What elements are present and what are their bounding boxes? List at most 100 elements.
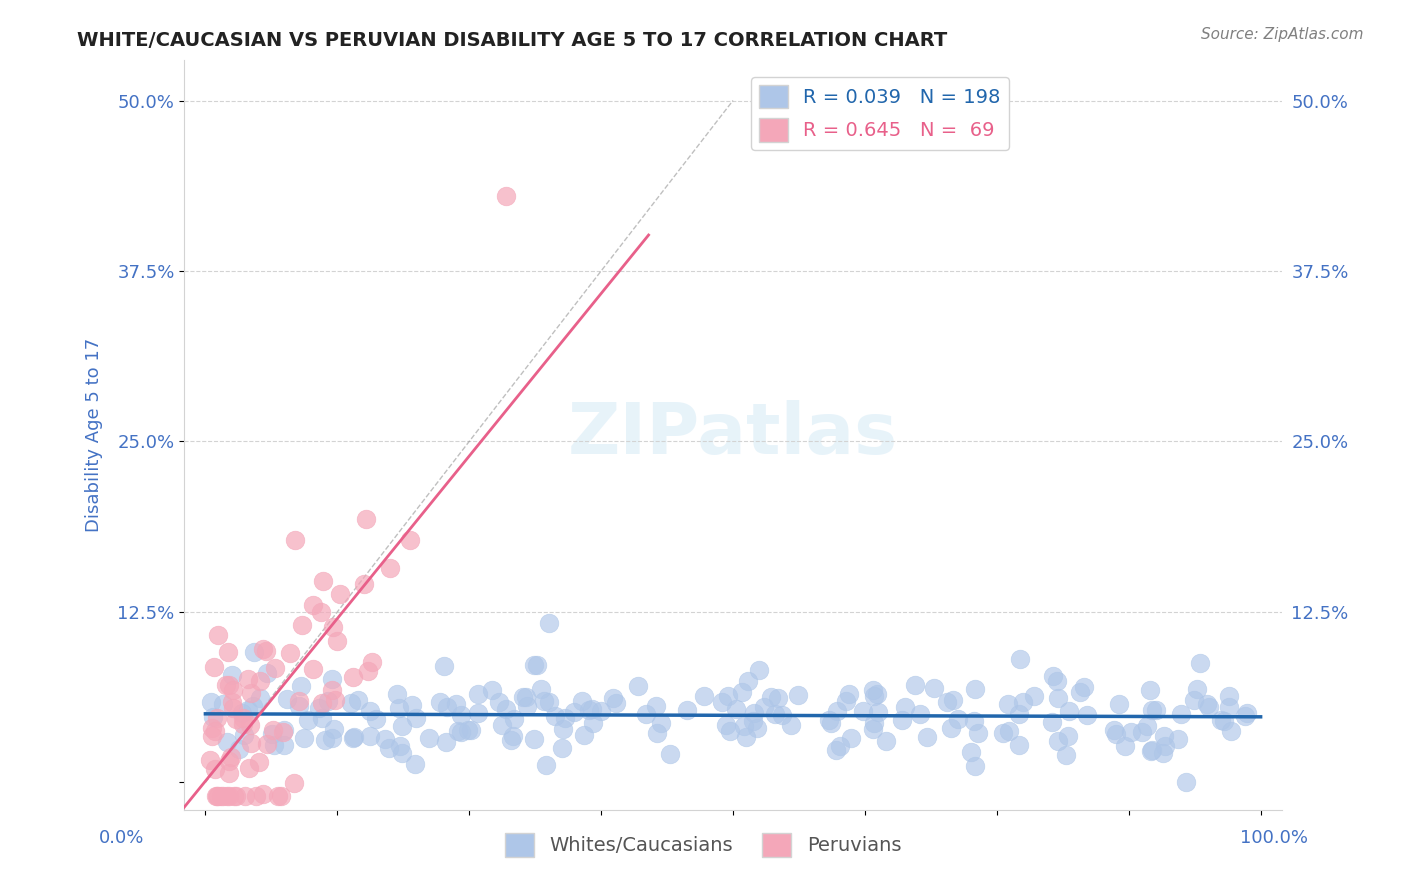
Point [1047, 691, 1070, 706]
Point [941, 721, 963, 735]
Point [232, 717, 254, 731]
Point [526, 658, 548, 673]
Point [201, 721, 224, 735]
Point [249, 691, 271, 706]
Point [1040, 714, 1063, 729]
Point [436, 699, 458, 714]
Point [1046, 673, 1069, 688]
Point [404, 756, 426, 771]
Point [759, 690, 782, 704]
Point [301, 599, 323, 613]
Point [825, 743, 848, 757]
Point [1167, 731, 1189, 746]
Point [491, 718, 513, 732]
Point [297, 713, 319, 727]
Point [287, 698, 309, 713]
Point [309, 605, 332, 619]
Point [321, 672, 343, 686]
Point [1234, 708, 1257, 723]
Point [748, 663, 770, 677]
Point [270, 789, 292, 803]
Point [1195, 697, 1218, 711]
Point [252, 641, 274, 656]
Point [1022, 689, 1045, 703]
Point [1140, 703, 1163, 717]
Point [433, 659, 456, 673]
Point [835, 694, 858, 708]
Point [450, 707, 472, 722]
Legend: Whites/Caucasians, Peruvians: Whites/Caucasians, Peruvians [496, 825, 910, 864]
Point [359, 729, 381, 743]
Point [605, 696, 627, 710]
Point [378, 740, 401, 755]
Point [218, 766, 240, 780]
Point [581, 702, 603, 716]
Point [221, 668, 243, 682]
Point [228, 742, 250, 756]
Point [233, 789, 256, 803]
Point [238, 703, 260, 717]
Point [946, 712, 969, 726]
Point [387, 687, 409, 701]
Point [515, 690, 537, 705]
Point [1209, 714, 1232, 728]
Point [271, 724, 294, 739]
Point [321, 682, 343, 697]
Point [212, 697, 235, 711]
Point [221, 695, 243, 709]
Point [991, 726, 1014, 740]
Point [1054, 748, 1077, 763]
Point [890, 713, 912, 727]
Point [863, 690, 886, 704]
Text: 100.0%: 100.0% [1240, 829, 1308, 847]
Point [273, 738, 295, 752]
Point [1218, 699, 1240, 714]
Point [650, 716, 672, 731]
Point [1105, 726, 1128, 740]
Point [742, 706, 765, 720]
Point [1130, 724, 1153, 739]
Point [536, 758, 558, 772]
Point [198, 753, 221, 767]
Point [1219, 723, 1241, 738]
Point [267, 789, 290, 803]
Point [225, 712, 247, 726]
Point [249, 755, 271, 769]
Point [530, 681, 553, 696]
Point [734, 730, 756, 744]
Point [645, 726, 668, 740]
Point [312, 574, 335, 589]
Point [754, 699, 776, 714]
Point [405, 710, 427, 724]
Point [963, 682, 986, 697]
Point [209, 789, 232, 803]
Point [240, 735, 263, 749]
Point [862, 682, 884, 697]
Point [374, 731, 396, 746]
Point [718, 724, 741, 739]
Point [1056, 729, 1078, 743]
Point [562, 705, 585, 719]
Text: ZIPatlas: ZIPatlas [568, 401, 898, 469]
Point [589, 704, 612, 718]
Point [311, 696, 333, 710]
Point [364, 713, 387, 727]
Point [839, 731, 862, 746]
Point [262, 727, 284, 741]
Point [537, 695, 560, 709]
Point [278, 646, 301, 660]
Point [447, 724, 470, 739]
Point [675, 703, 697, 717]
Point [502, 713, 524, 727]
Point [215, 678, 238, 692]
Point [207, 789, 229, 803]
Point [240, 685, 263, 699]
Point [868, 705, 890, 719]
Point [225, 789, 247, 803]
Point [533, 694, 555, 708]
Point [1076, 708, 1098, 723]
Point [910, 706, 932, 721]
Point [1175, 775, 1198, 789]
Point [236, 673, 259, 687]
Point [1047, 734, 1070, 748]
